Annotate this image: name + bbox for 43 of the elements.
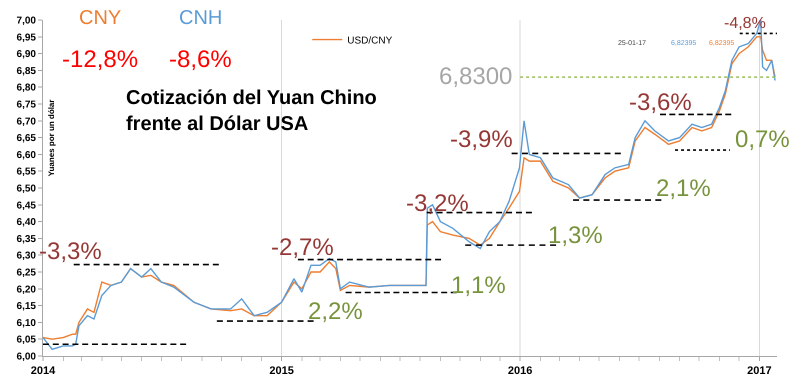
x-tick-label: 2016 xyxy=(508,365,532,378)
y-tick-label: 6,85 xyxy=(16,66,36,77)
annotation: -3,9% xyxy=(450,126,513,153)
y-tick-label: 7,00 xyxy=(16,16,36,26)
text: Cotización del Yuan Chino frente al Dólar USA xyxy=(126,87,377,135)
x-tick-label: 2014 xyxy=(30,365,56,378)
annotation: -8,6% xyxy=(169,46,232,73)
annotation: -3,6% xyxy=(629,89,692,116)
annotation: -2,7% xyxy=(271,234,334,261)
y-tick-label: 6,80 xyxy=(16,82,36,94)
y-tick-label: 6,00 xyxy=(16,352,36,362)
y-tick-label: 6,05 xyxy=(16,334,36,346)
y-axis-title: Yuanes por un dólar xyxy=(47,100,56,176)
y-tick-label: 6,25 xyxy=(16,268,36,278)
y-tick-label: 6,20 xyxy=(16,284,36,296)
annotation: 2,1% xyxy=(656,175,711,202)
legend-label: USD/CNY xyxy=(347,35,393,46)
y-tick-label: 6,10 xyxy=(16,318,36,329)
annotation: 0,7% xyxy=(735,126,790,153)
y-tick-label: 6,90 xyxy=(16,49,36,60)
annotation: -3,2% xyxy=(406,190,469,217)
y-tick-label: 6,70 xyxy=(16,116,36,128)
x-tick-label: 2017 xyxy=(747,365,772,378)
annotation: 1,1% xyxy=(451,272,506,299)
y-tick-label: 6,95 xyxy=(16,32,36,44)
annotation: 6,8300 xyxy=(439,63,512,90)
annotation: 1,3% xyxy=(548,222,603,249)
annotation: 2,2% xyxy=(308,298,363,325)
y-tick-label: 6,35 xyxy=(16,234,36,245)
annotation: CNY xyxy=(79,7,122,29)
y-tick-label: 6,30 xyxy=(16,250,36,262)
annotation: -3,3% xyxy=(39,238,102,265)
y-tick-label: 6,55 xyxy=(16,166,36,178)
y-tick-label: 6,75 xyxy=(16,100,36,110)
annotation: -12,8% xyxy=(62,46,138,73)
y-tick-label: 6,15 xyxy=(16,301,36,312)
y-tick-label: 6,65 xyxy=(16,133,36,144)
annotation: CNH xyxy=(179,7,222,29)
x-tick-label: 2015 xyxy=(269,365,294,378)
y-tick-label: 6,40 xyxy=(16,217,36,228)
y-tick-label: 6,50 xyxy=(16,184,36,194)
y-tick-label: 6,60 xyxy=(16,150,36,161)
y-tick-label: 6,45 xyxy=(16,200,36,212)
